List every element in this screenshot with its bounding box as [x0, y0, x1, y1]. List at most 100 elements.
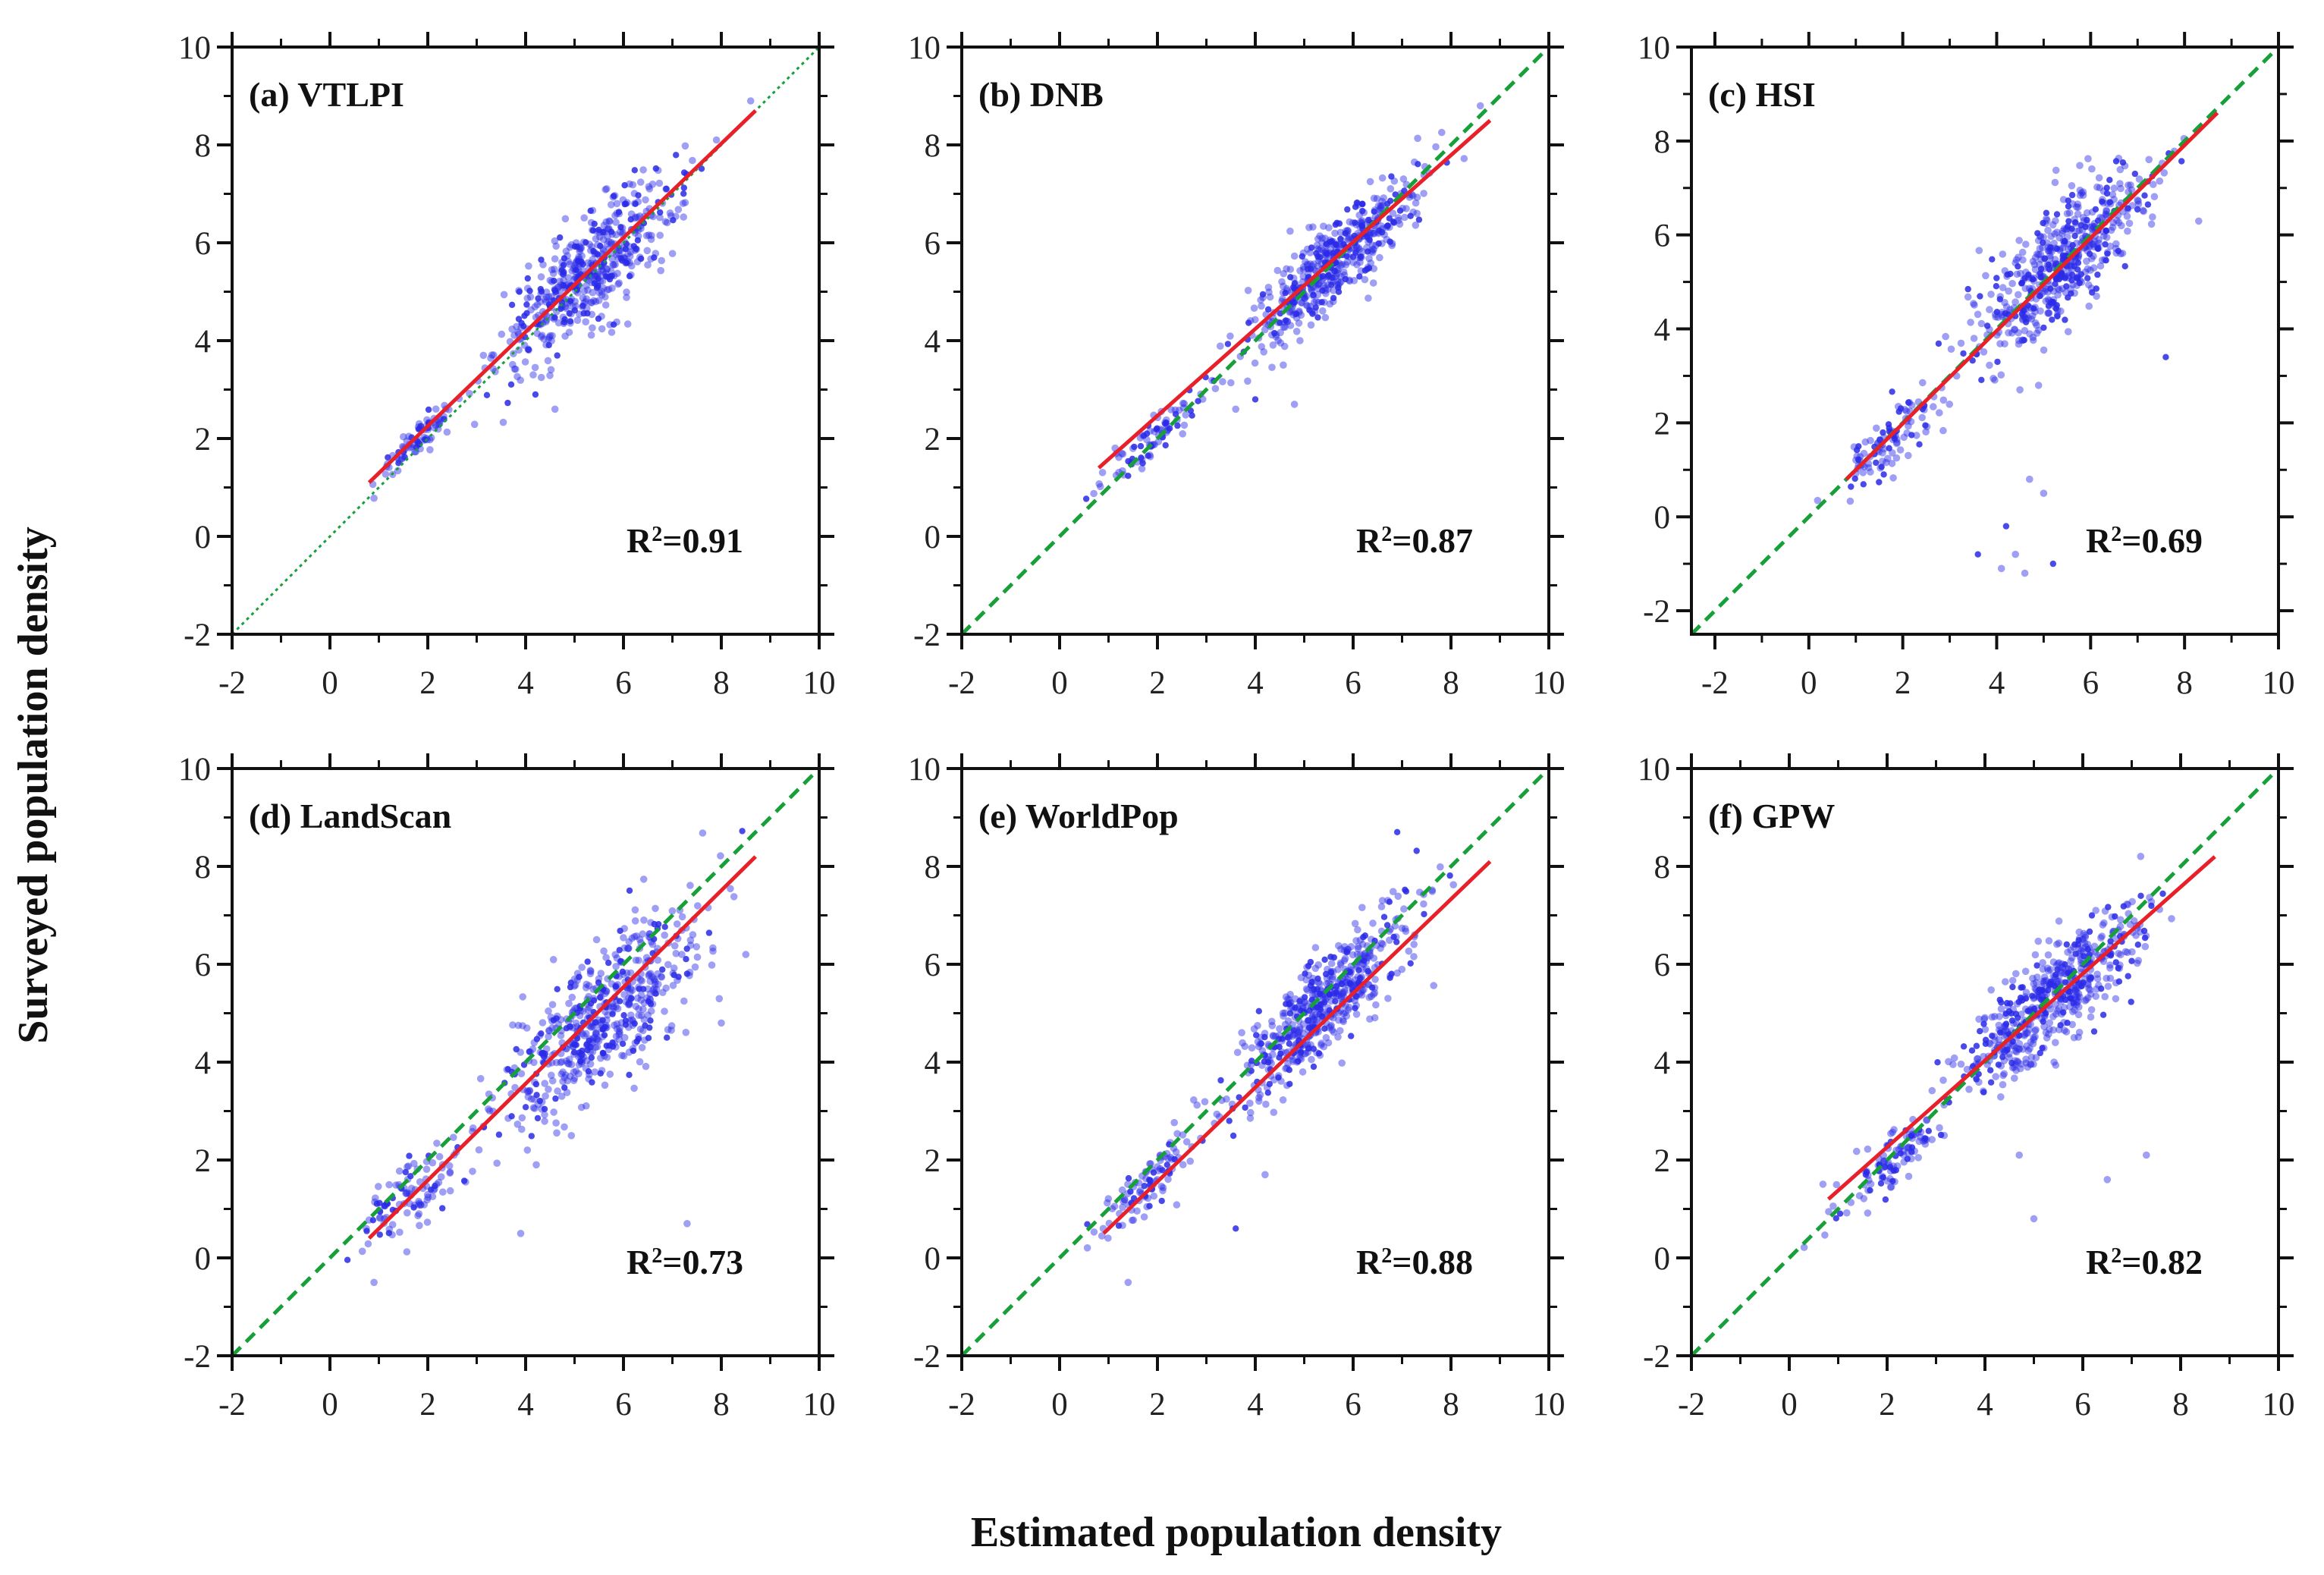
- panel-hsi-fit-line: [1845, 111, 2219, 481]
- data-point: [658, 973, 665, 980]
- data-point: [2062, 979, 2068, 986]
- data-point: [2071, 1006, 2078, 1014]
- data-point: [1227, 379, 1235, 387]
- data-point: [1867, 468, 1874, 476]
- data-point: [2146, 894, 2153, 901]
- data-point: [1800, 1243, 1808, 1251]
- panel-vtlpi-y-tick-label: -2: [184, 618, 211, 653]
- data-point: [617, 927, 623, 935]
- data-point: [2098, 256, 2106, 264]
- data-point: [1965, 1086, 1973, 1093]
- data-point: [2074, 254, 2082, 262]
- data-point: [1302, 301, 1311, 309]
- data-point: [616, 998, 623, 1004]
- data-point: [586, 1070, 593, 1079]
- data-point: [601, 186, 609, 193]
- data-point: [589, 1039, 596, 1047]
- data-point: [588, 310, 596, 319]
- data-point: [2115, 247, 2122, 255]
- data-point: [491, 368, 499, 376]
- data-point: [595, 297, 603, 304]
- data-point: [1264, 1089, 1272, 1096]
- data-point: [1164, 1162, 1171, 1168]
- data-point: [1150, 1169, 1157, 1176]
- data-point: [2095, 239, 2103, 247]
- data-point: [1341, 954, 1349, 963]
- data-point: [636, 178, 645, 186]
- r2-value: =0.88: [1392, 1243, 1473, 1281]
- data-point: [2022, 240, 2030, 248]
- data-point: [416, 445, 424, 453]
- data-point: [2028, 275, 2036, 282]
- data-point: [705, 929, 713, 936]
- data-point: [1124, 1278, 1132, 1287]
- data-point: [2008, 329, 2016, 337]
- data-point: [2052, 1039, 2059, 1046]
- data-point: [2021, 569, 2029, 577]
- data-point: [2102, 210, 2109, 218]
- data-point: [2079, 191, 2087, 200]
- data-point: [546, 372, 554, 379]
- data-point: [1358, 940, 1367, 948]
- data-point: [2062, 288, 2070, 297]
- data-point: [1330, 954, 1338, 961]
- data-point: [1449, 881, 1457, 888]
- data-point: [1987, 1079, 1995, 1086]
- data-point: [2068, 225, 2075, 232]
- data-point: [1330, 294, 1337, 302]
- panel-worldpop-x-tick-label: 8: [1443, 1387, 1459, 1423]
- data-point: [2078, 935, 2087, 944]
- data-point: [414, 1212, 422, 1220]
- data-point: [560, 262, 567, 269]
- data-point: [596, 994, 604, 1001]
- data-point: [1352, 937, 1360, 945]
- data-point: [592, 1030, 600, 1037]
- data-point: [1327, 1023, 1335, 1030]
- data-point: [1989, 256, 1996, 262]
- data-point: [2059, 237, 2068, 245]
- data-point: [485, 1107, 494, 1114]
- data-point: [469, 1168, 476, 1175]
- data-point: [1914, 1154, 1922, 1162]
- data-point: [583, 980, 590, 989]
- data-point: [2038, 244, 2046, 252]
- data-point: [1226, 332, 1234, 340]
- data-point: [564, 1077, 571, 1085]
- data-point: [2089, 289, 2096, 296]
- data-point: [1308, 284, 1315, 292]
- data-point: [1330, 1028, 1338, 1036]
- data-point: [565, 329, 573, 336]
- data-point: [2143, 1151, 2150, 1159]
- data-point: [2073, 988, 2081, 996]
- data-point: [584, 1046, 591, 1054]
- data-point: [416, 1221, 423, 1230]
- data-point: [1358, 218, 1366, 226]
- data-point: [1273, 266, 1282, 275]
- data-point: [1891, 1177, 1898, 1186]
- data-point: [2052, 281, 2059, 288]
- data-point: [1876, 464, 1884, 472]
- data-point: [631, 214, 639, 222]
- data-point: [599, 268, 607, 275]
- data-point: [1278, 1048, 1286, 1056]
- data-point: [1125, 457, 1132, 465]
- data-point: [1104, 1195, 1113, 1202]
- data-point: [573, 976, 581, 984]
- data-point: [524, 1088, 532, 1096]
- data-point: [2032, 295, 2040, 303]
- data-point: [1876, 436, 1883, 443]
- data-point: [1305, 1017, 1311, 1024]
- data-point: [2162, 354, 2169, 360]
- data-point: [637, 996, 645, 1004]
- data-point: [1993, 283, 2000, 290]
- data-point: [561, 215, 570, 223]
- data-point: [570, 1068, 578, 1076]
- data-point: [2065, 209, 2074, 217]
- data-point: [2130, 916, 2138, 925]
- data-point: [1989, 1033, 1996, 1039]
- data-point: [1833, 1215, 1839, 1222]
- data-point: [587, 967, 595, 976]
- data-point: [1172, 1148, 1180, 1156]
- data-point: [1299, 1030, 1307, 1037]
- data-point: [2128, 186, 2136, 194]
